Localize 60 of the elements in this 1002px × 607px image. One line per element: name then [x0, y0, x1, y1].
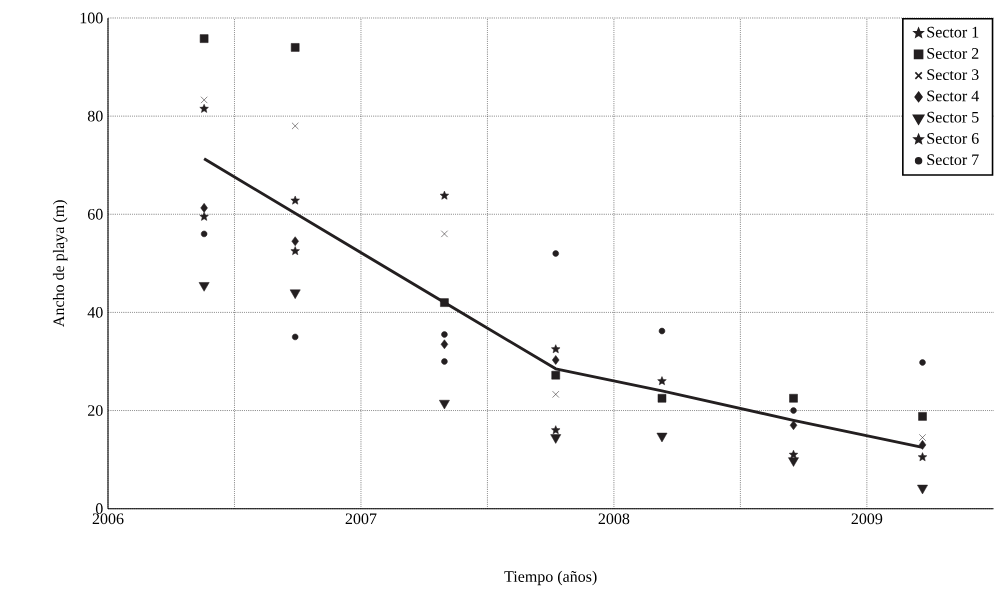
point [441, 331, 448, 338]
point [290, 195, 300, 205]
point [658, 327, 666, 335]
legend-label: Sector 3 [927, 69, 979, 81]
point [552, 390, 560, 398]
legend-label: Sector 5 [927, 111, 979, 123]
point [656, 432, 668, 443]
y-tick-label: 60 [87, 208, 103, 220]
point [551, 370, 560, 380]
point [200, 203, 208, 213]
point [200, 230, 208, 238]
point [918, 440, 927, 450]
point [440, 230, 448, 238]
point [917, 452, 928, 462]
x-tick-label: 2006 [92, 513, 124, 525]
point [788, 449, 799, 459]
legend-label: Sector 2 [927, 48, 979, 59]
point [440, 298, 449, 307]
legend-label: Sector 6 [927, 133, 979, 144]
x-tick-label: 2007 [345, 513, 377, 525]
point [551, 344, 561, 354]
y-tick-label: 80 [87, 110, 103, 122]
point [657, 376, 667, 386]
point [441, 358, 448, 365]
point [788, 457, 799, 467]
point [550, 434, 562, 444]
point [552, 250, 559, 257]
point [199, 211, 209, 221]
point [439, 190, 450, 200]
point [289, 289, 301, 299]
point [551, 425, 561, 435]
x-tick-label: 2009 [851, 513, 883, 525]
point [200, 96, 208, 104]
point [790, 407, 797, 414]
y-tick-label: 20 [88, 405, 103, 416]
legend-label: Sector 7 [927, 154, 979, 166]
point [199, 103, 209, 113]
point [552, 355, 560, 365]
y-tick-label: 100 [80, 12, 103, 24]
point [291, 122, 299, 130]
point [657, 393, 667, 403]
point [917, 484, 928, 495]
point [439, 399, 450, 410]
point [291, 333, 299, 341]
point [198, 282, 210, 292]
legend-label: Sector 1 [927, 26, 979, 38]
point [290, 246, 300, 255]
x-tick-label: 2008 [598, 513, 630, 525]
point [199, 34, 209, 43]
x-axis-title: Tiempo (años) [504, 570, 597, 586]
point [440, 339, 449, 350]
point [789, 420, 798, 431]
point [918, 412, 927, 421]
point [290, 43, 300, 52]
y-tick-label: 40 [87, 307, 103, 318]
point [291, 236, 299, 247]
point [919, 359, 926, 366]
y-axis-title: Ancho de playa (m) [52, 200, 68, 327]
point [789, 393, 798, 403]
legend-label: Sector 4 [927, 90, 979, 102]
